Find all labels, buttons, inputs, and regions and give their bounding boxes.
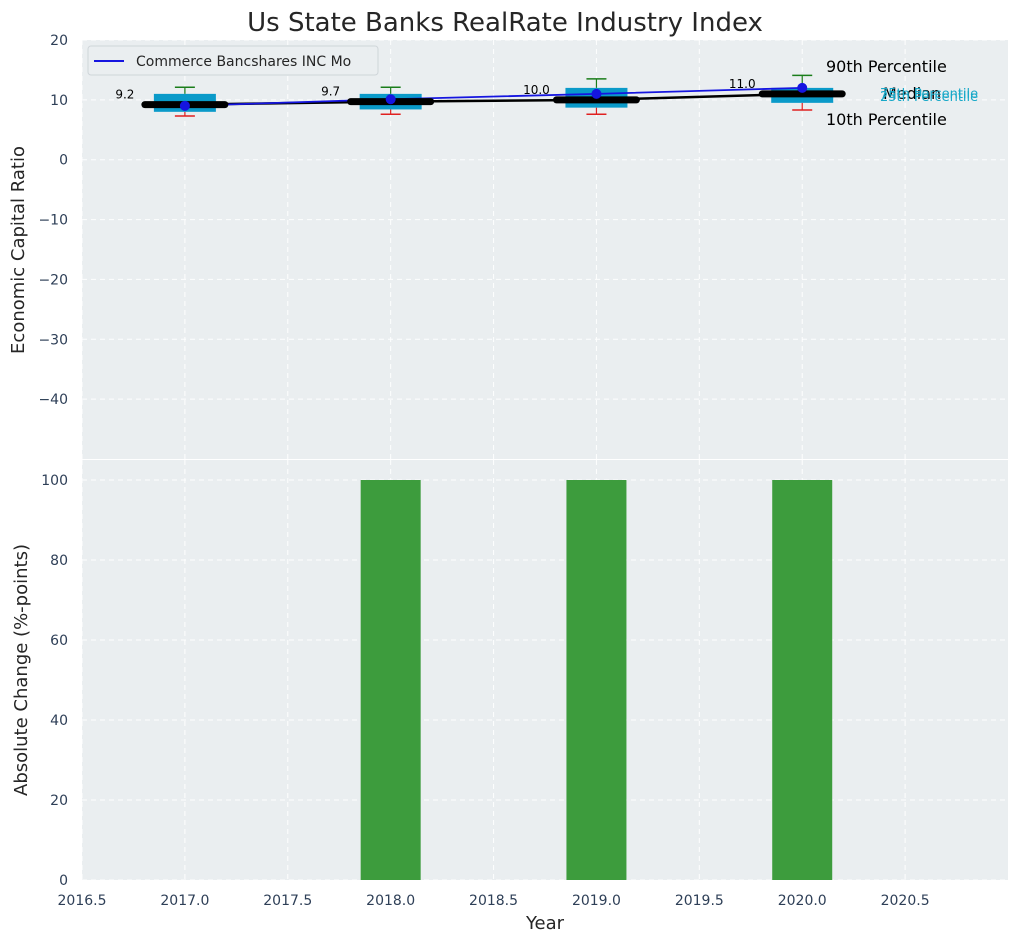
bottom-y-tick-label: 100 bbox=[41, 473, 68, 489]
bottom-y-tick-label: 80 bbox=[50, 553, 68, 569]
annotation-75th-percentile: 75th Percentile bbox=[880, 87, 978, 102]
top-y-axis-label: Economic Capital Ratio bbox=[8, 146, 29, 354]
x-tick-label: 2016.5 bbox=[58, 893, 107, 909]
median-value-label: 10.0 bbox=[523, 83, 550, 97]
x-tick-label: 2018.5 bbox=[469, 893, 518, 909]
company-point bbox=[797, 82, 808, 93]
x-tick-label: 2019.0 bbox=[572, 893, 621, 909]
bottom-y-tick-label: 0 bbox=[59, 873, 68, 889]
median-value-label: 11.0 bbox=[729, 77, 756, 91]
annotation-10th-percentile: 10th Percentile bbox=[826, 110, 947, 129]
top-plot-background bbox=[82, 40, 1008, 459]
top-y-tick-label: −20 bbox=[38, 272, 68, 288]
change-bar bbox=[772, 480, 833, 880]
annotation-median: Median bbox=[883, 84, 941, 103]
annotation-90th-percentile: 90th Percentile bbox=[826, 57, 947, 76]
bottom-y-ticks: 0 20 40 60 80 100 bbox=[41, 473, 68, 889]
percentile-annotations: 90th Percentile Median 10th Percentile 7… bbox=[826, 57, 978, 129]
x-tick-label: 2017.0 bbox=[160, 893, 209, 909]
legend-box bbox=[87, 45, 379, 76]
top-y-tick-label: 10 bbox=[50, 93, 68, 109]
bottom-plot-background bbox=[82, 460, 1008, 880]
x-tick-label: 2020.0 bbox=[778, 893, 827, 909]
x-tick-label: 2017.5 bbox=[263, 893, 312, 909]
change-bar bbox=[360, 480, 421, 880]
median-value-label: 9.7 bbox=[321, 85, 340, 99]
box-plot-marks: 9.2 9.7 10.0 11.0 bbox=[115, 74, 846, 117]
bottom-y-axis-label: Absolute Change (%-points) bbox=[11, 544, 32, 796]
top-y-tick-label: −30 bbox=[38, 332, 68, 348]
x-tick-label: 2020.5 bbox=[881, 893, 930, 909]
top-y-tick-label: −40 bbox=[38, 392, 68, 408]
change-bar bbox=[566, 480, 627, 880]
median-value-label: 9.2 bbox=[115, 88, 134, 102]
annotation-25th-percentile: 25th Percentile bbox=[880, 90, 978, 105]
bar-marks bbox=[360, 480, 833, 880]
legend-entry-company: Commerce Bancshares INC Mo bbox=[136, 54, 351, 70]
bottom-x-ticks: 2016.5 2017.0 2017.5 2018.0 2018.5 2019.0 2019… bbox=[58, 893, 930, 909]
bottom-y-tick-label: 20 bbox=[50, 793, 68, 809]
legend: Commerce Bancshares INC Mo bbox=[87, 45, 379, 76]
company-point bbox=[385, 94, 396, 105]
x-axis-label: Year bbox=[525, 913, 565, 934]
top-y-tick-label: 20 bbox=[50, 33, 68, 49]
top-y-tick-label: −10 bbox=[38, 213, 68, 229]
top-y-tick-label: 0 bbox=[59, 153, 68, 169]
chart-title: Us State Banks RealRate Industry Index bbox=[247, 8, 763, 38]
bottom-y-tick-label: 60 bbox=[50, 633, 68, 649]
x-tick-label: 2018.0 bbox=[366, 893, 415, 909]
x-tick-label: 2019.5 bbox=[675, 893, 724, 909]
top-y-ticks: 20 10 0 −10 −20 −30 −40 bbox=[38, 33, 68, 408]
bottom-y-tick-label: 40 bbox=[50, 713, 68, 729]
company-point bbox=[591, 88, 602, 99]
company-series-line bbox=[184, 86, 803, 107]
company-point bbox=[179, 100, 190, 111]
